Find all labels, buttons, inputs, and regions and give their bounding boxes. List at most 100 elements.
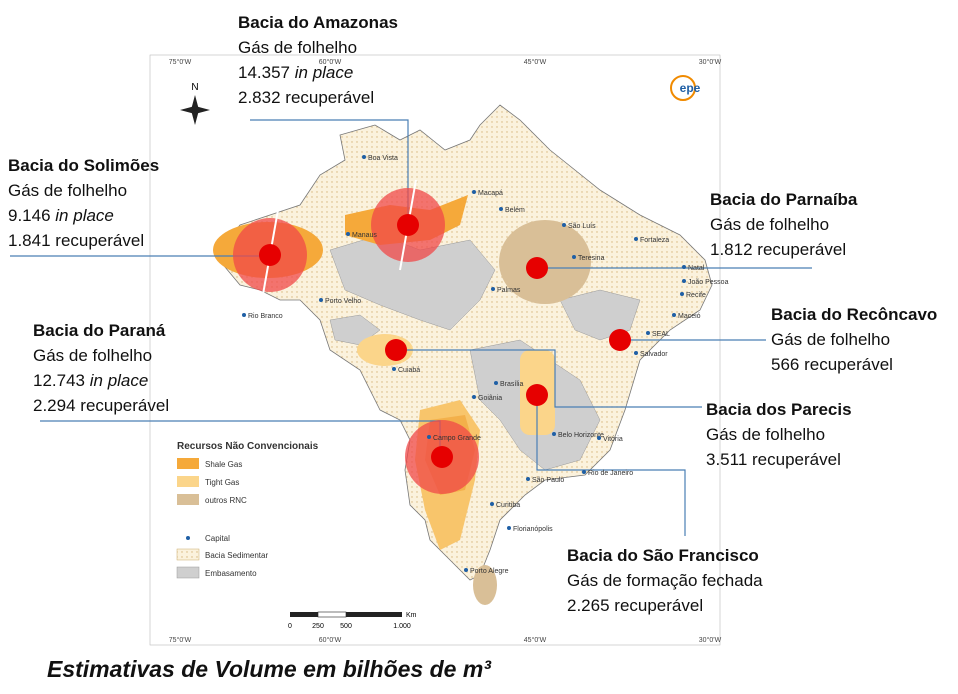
- cities: Boa Vista Macapá Belém São Luís Manaus Teresi…: [242, 155, 729, 575]
- capital-dot: [472, 190, 476, 194]
- capital-dot: [552, 432, 556, 436]
- basin-marker: [397, 214, 419, 236]
- basin-marker: [609, 329, 631, 351]
- city-label: Rio Branco: [248, 313, 283, 320]
- basin-name: Bacia dos Parecis: [706, 400, 852, 419]
- recoverable-label: recuperável: [614, 596, 704, 615]
- resource: Gás de folhelho: [33, 346, 153, 365]
- capital-dot: [507, 526, 511, 530]
- city-label: Goiânia: [478, 395, 502, 402]
- basin-name: Bacia do Solimões: [8, 156, 160, 175]
- capital-dot: [472, 395, 476, 399]
- coordinate-label: 30°0'W: [699, 636, 722, 644]
- city-label: Recife: [686, 292, 706, 299]
- capital-dot: [346, 232, 350, 236]
- recoverable-label: recuperável: [804, 355, 893, 374]
- capital-dot: [242, 313, 246, 317]
- basin-name: Bacia do Recôncavo: [771, 305, 938, 324]
- basin-name: Bacia do Paraná: [33, 321, 166, 340]
- legend-title: Recursos Não Convencionais: [177, 441, 319, 452]
- recoverable-value: 1.812: [710, 240, 753, 259]
- basin-marker: [259, 244, 281, 266]
- legend-box: [170, 437, 355, 585]
- coordinate-label: 75°0'W: [169, 58, 192, 66]
- city-label: Salvador: [640, 351, 668, 358]
- recoverable-value: 2.265: [567, 596, 610, 615]
- city-label: Teresina: [578, 255, 605, 262]
- basin-marker: [526, 384, 548, 406]
- resource: Gás de folhelho: [8, 181, 128, 200]
- basin-marker: [431, 446, 453, 468]
- capital-dot: [682, 279, 686, 283]
- recoverable-label: recuperável: [752, 450, 841, 469]
- capital-dot: [634, 237, 638, 241]
- basin-marker: [526, 257, 548, 279]
- capital-dot: [572, 255, 576, 259]
- basin-annotation: Bacia dos Parecis Gás de folhelho 3.511 …: [706, 397, 852, 472]
- city-label: Porto Velho: [325, 298, 361, 305]
- page-title: Estimativas de Volume em bilhões de m³: [47, 656, 491, 682]
- recoverable-value: 1.841: [8, 231, 51, 250]
- other-rnc-area: [473, 565, 497, 605]
- legend-swatch: [186, 536, 190, 540]
- capital-dot: [672, 313, 676, 317]
- basin-annotation: Bacia do Parnaíba Gás de folhelho 1.812 …: [710, 187, 857, 262]
- scale-label: 1.000: [393, 623, 411, 630]
- basin-annotation: Bacia do São Francisco Gás de formação f…: [567, 543, 763, 618]
- city-label: São Paulo: [532, 477, 564, 484]
- coordinate-label: 75°0'W: [169, 636, 192, 644]
- basin-annotation: Bacia do Amazonas Gás de folhelho 14.357…: [238, 10, 398, 110]
- resource: Gás de folhelho: [771, 330, 891, 349]
- legend-label: outros RNC: [205, 496, 247, 505]
- city-label: Palmas: [497, 287, 521, 294]
- basin-annotation: Bacia do Recôncavo Gás de folhelho 566 r…: [771, 302, 937, 377]
- legend-swatch: [176, 548, 200, 561]
- city-label: Brasília: [500, 381, 523, 388]
- city-label: Curitiba: [496, 502, 520, 509]
- legend: Recursos Não Convencionais Shale Gas Tig…: [170, 437, 355, 585]
- coordinates: 75°0'W 60°0'W 45°0'W 30°0'W 75°0'W 60°0'W 45°0…: [169, 58, 722, 644]
- city-label: Florianópolis: [513, 526, 553, 533]
- capital-dot: [680, 292, 684, 296]
- resource: Gás de folhelho: [238, 38, 358, 57]
- coordinate-label: 45°0'W: [524, 636, 547, 644]
- coordinate-label: 45°0'W: [524, 58, 547, 66]
- basin-annotation: Bacia do Solimões Gás de folhelho 9.146 …: [8, 153, 159, 253]
- in-place-value: 14.357: [238, 63, 290, 82]
- capital-dot: [634, 351, 638, 355]
- city-label: Manaus: [352, 232, 377, 239]
- scale-label: 0: [288, 623, 292, 630]
- resource: Gás de formação fechada: [567, 571, 763, 590]
- resource: Gás de folhelho: [710, 215, 830, 234]
- scale-bar: 0 250 500 1.000 Km: [288, 611, 417, 630]
- recoverable-label: recuperável: [285, 88, 375, 107]
- capital-dot: [464, 568, 468, 572]
- city-label: João Pessoa: [688, 279, 729, 286]
- scale-unit: Km: [406, 612, 417, 619]
- city-label: Maceió: [678, 313, 701, 320]
- capital-dot: [362, 155, 366, 159]
- basin-name: Bacia do São Francisco: [567, 546, 759, 565]
- scale-label: 250: [312, 623, 324, 630]
- legend-label: Shale Gas: [205, 460, 242, 469]
- legend-label: Embasamento: [205, 569, 257, 578]
- in-place-label: in place: [294, 63, 354, 82]
- capital-dot: [392, 367, 396, 371]
- legend-swatch: [177, 458, 199, 469]
- coordinate-label: 60°0'W: [319, 636, 342, 644]
- north-label: N: [191, 82, 198, 93]
- city-label: SEAL: [652, 331, 670, 338]
- capital-dot: [491, 287, 495, 291]
- basin-annotation: Bacia do Paraná Gás de folhelho 12.743 i…: [33, 318, 169, 418]
- logo: epe: [670, 75, 701, 101]
- capital-dot: [319, 298, 323, 302]
- city-label: Vitória: [603, 436, 623, 443]
- city-label: Macapá: [478, 190, 503, 197]
- in-place-label: in place: [89, 371, 149, 390]
- recoverable-value: 566: [771, 355, 800, 374]
- city-label: Natal: [688, 265, 705, 272]
- city-label: Cuiabá: [398, 367, 420, 374]
- legend-label: Tight Gas: [205, 478, 239, 487]
